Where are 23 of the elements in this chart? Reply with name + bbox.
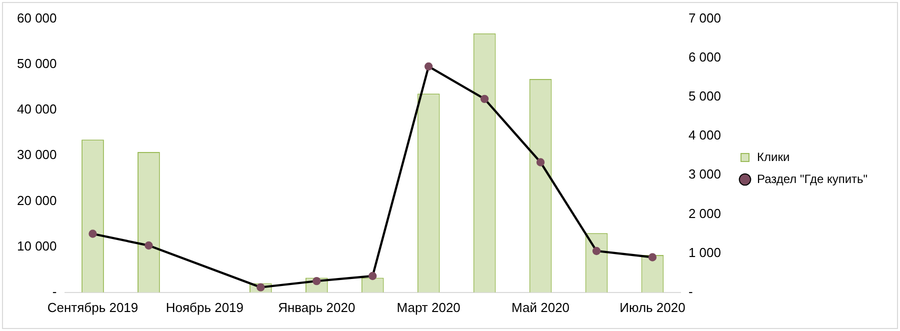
y2-tick-label: 4 000 [688,128,722,143]
y2-tick-label: 7 000 [688,10,722,26]
legend-label: Раздел "Где купить" [757,172,868,186]
x-tick-label: Ноябрь 2019 [166,300,244,315]
y2-tick-label: 6 000 [688,49,722,64]
y-tick-label: 60 000 [16,10,57,26]
y-tick-label: 10 000 [16,238,57,254]
y-tick-label: 30 000 [16,147,57,162]
y2-tick-label: 2 000 [688,206,722,221]
y-tick-label: 40 000 [16,102,57,117]
x-tick-label: Май 2020 [512,300,570,315]
y2-tick-label: 3 000 [688,166,722,182]
y-tick-label: 20 000 [16,192,57,208]
legend-label: Клики [757,150,790,164]
y2-tick-label: 5 000 [688,88,722,104]
y2-tick-label: - [688,284,693,299]
x-tick-label: Март 2020 [396,300,460,315]
x-tick-label: Сентябрь 2019 [47,300,138,315]
x-tick-label: Январь 2020 [278,300,356,315]
y-tick-label: - [52,284,57,299]
y2-tick-label: 1 000 [688,244,722,260]
x-tick-label: Июль 2020 [620,300,686,315]
y-tick-label: 50 000 [16,56,57,71]
